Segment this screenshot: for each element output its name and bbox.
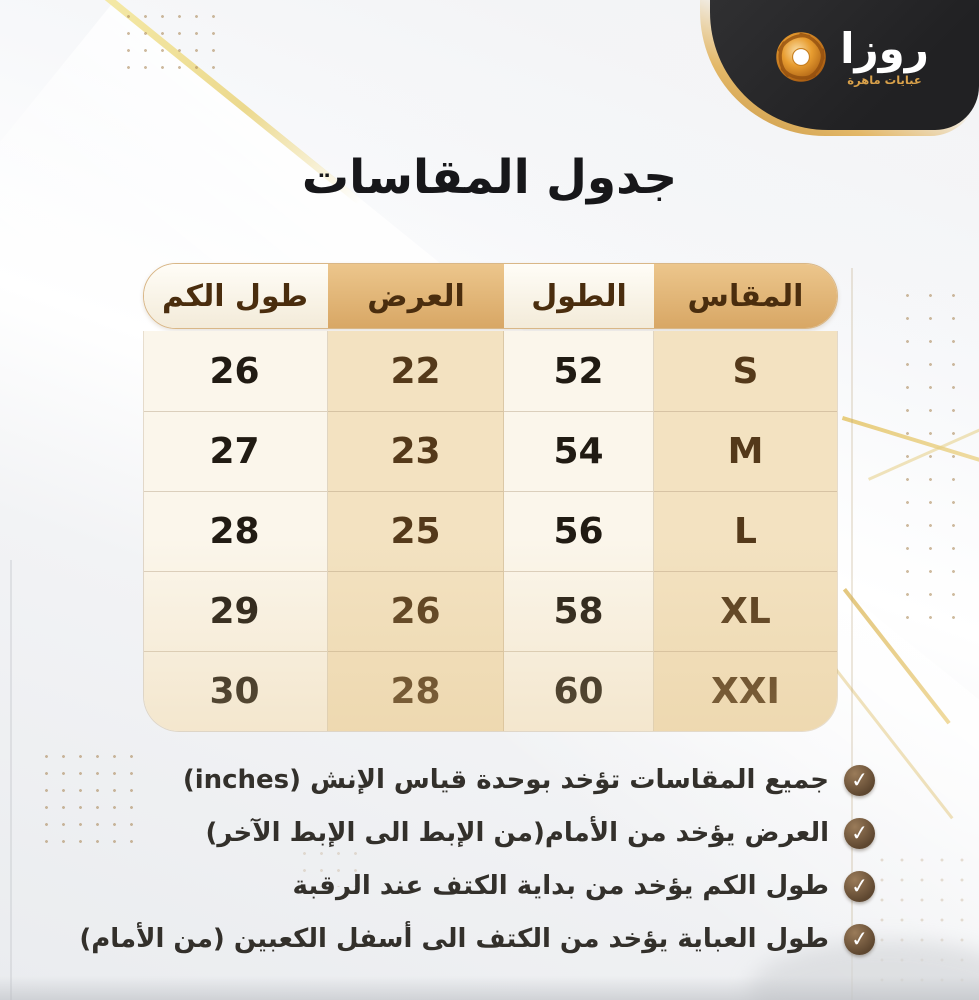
- crease-line: [10, 560, 12, 1000]
- cell-size: M: [654, 411, 837, 491]
- dot-grid-pattern: [120, 8, 224, 74]
- cell-length: 52: [504, 331, 654, 411]
- cell-sleeve: 28: [144, 491, 328, 571]
- check-icon: ✓: [844, 764, 875, 796]
- cell-sleeve: 30: [144, 651, 328, 731]
- crease-line: [851, 268, 853, 1000]
- brand-name: روزا: [840, 23, 929, 73]
- note-text: العرض يؤخد من الأمام(من الإبط الى الإبط …: [205, 818, 829, 848]
- measurement-notes: ✓ جميع المقاسات تؤخد بوحدة قياس الإنش (i…: [79, 762, 875, 974]
- cell-width: 28: [328, 651, 504, 731]
- dot-grid-pattern: [38, 748, 142, 850]
- cell-size: L: [654, 491, 837, 571]
- note-item: ✓ طول العباية يؤخد من الكتف الى أسفل الك…: [79, 921, 875, 957]
- cell-width: 23: [328, 411, 504, 491]
- cell-length: 56: [504, 491, 654, 571]
- check-icon: ✓: [844, 923, 875, 955]
- check-icon: ✓: [844, 817, 875, 849]
- cell-sleeve: 27: [144, 411, 328, 491]
- cell-sleeve: 26: [144, 331, 328, 411]
- table-body: S 52 22 26 M 54 23 27 L 56 25 28 XL 58 2…: [143, 331, 838, 732]
- brand-text-block: روزا عبايات ماهرة: [840, 23, 929, 87]
- note-item: ✓ جميع المقاسات تؤخد بوحدة قياس الإنش (i…: [79, 762, 875, 798]
- note-text: جميع المقاسات تؤخد بوحدة قياس الإنش (inc…: [182, 765, 829, 795]
- cell-length: 58: [504, 571, 654, 651]
- note-text: طول الكم يؤخد من بداية الكتف عند الرقبة: [292, 871, 829, 901]
- page-title: جدول المقاسات: [301, 150, 678, 205]
- cell-size: XXI: [654, 651, 837, 731]
- cell-length: 54: [504, 411, 654, 491]
- cell-width: 22: [328, 331, 504, 411]
- cell-sleeve: 29: [144, 571, 328, 651]
- logo-rose-swirl-icon: [776, 32, 826, 82]
- cell-width: 26: [328, 571, 504, 651]
- column-header-size: المقاس: [654, 264, 837, 328]
- note-item: ✓ طول الكم يؤخد من بداية الكتف عند الرقب…: [79, 868, 875, 904]
- cell-size: XL: [654, 571, 837, 651]
- column-header-width: العرض: [328, 264, 504, 328]
- brand-tagline: عبايات ماهرة: [847, 72, 922, 87]
- cell-length: 60: [504, 651, 654, 731]
- column-header-sleeve: طول الكم: [144, 264, 328, 328]
- check-icon: ✓: [844, 870, 875, 902]
- bottom-shadow: [0, 976, 979, 1000]
- cell-width: 25: [328, 491, 504, 571]
- dot-grid-pattern: [896, 284, 960, 630]
- table-header-row: المقاس الطول العرض طول الكم: [143, 263, 838, 329]
- dot-grid-pattern: [296, 845, 368, 887]
- note-text: طول العباية يؤخد من الكتف الى أسفل الكعب…: [79, 924, 829, 954]
- cell-size: S: [654, 331, 837, 411]
- column-header-length: الطول: [504, 264, 654, 328]
- size-table: المقاس الطول العرض طول الكم S 52 22 26 M…: [143, 263, 838, 732]
- note-item: ✓ العرض يؤخد من الأمام(من الإبط الى الإب…: [79, 815, 875, 851]
